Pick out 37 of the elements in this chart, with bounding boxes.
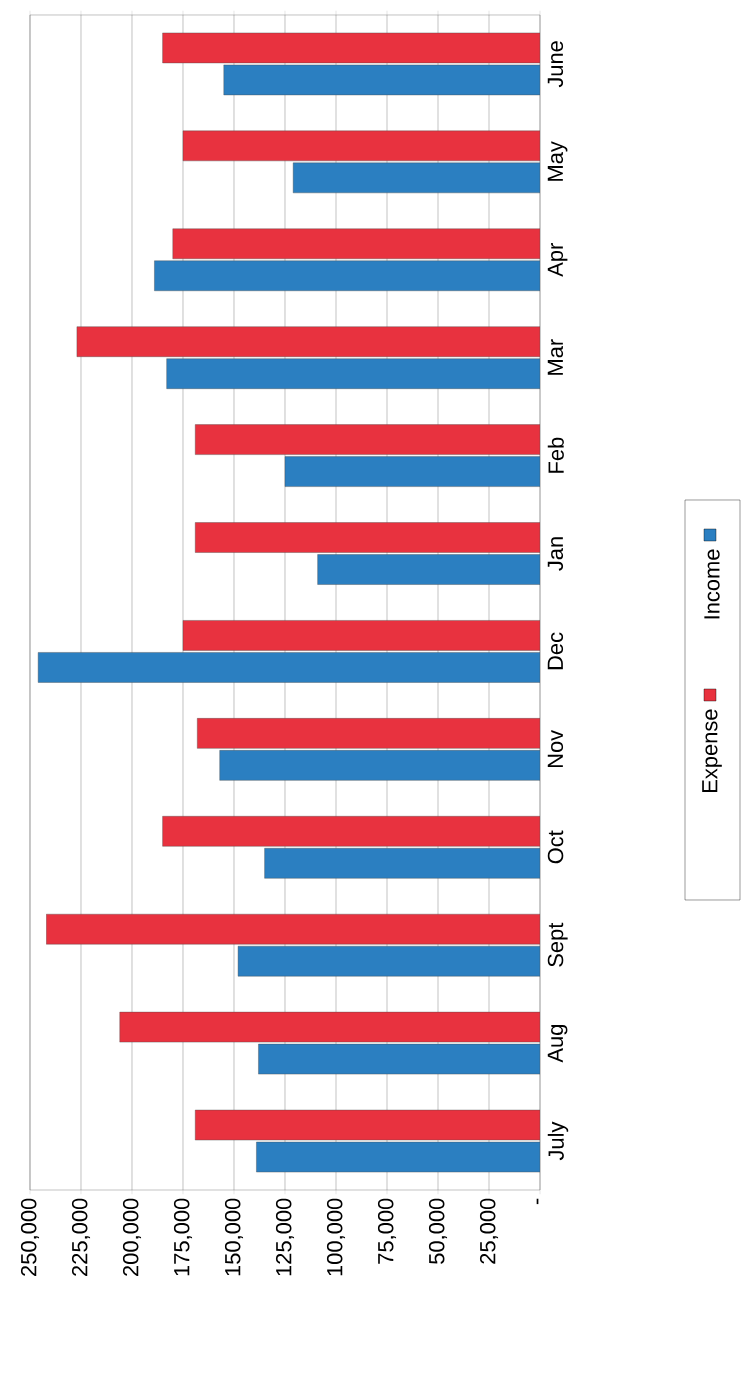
y-tick-label: Nov (547, 729, 564, 768)
bar (292, 162, 540, 194)
bar (237, 946, 540, 977)
bar (223, 64, 540, 96)
bar (37, 652, 540, 683)
x-tick-label: 175,000 (173, 1198, 193, 1276)
y-tick-label: Jan (547, 537, 564, 571)
bar (219, 750, 540, 781)
y-tick-label: July (547, 1121, 569, 1161)
x-tick-label: 200,000 (122, 1198, 142, 1276)
x-tick-label: 150,000 (224, 1198, 244, 1276)
bar (317, 554, 540, 585)
bar (256, 1141, 540, 1173)
y-tick-label: Mar (547, 339, 564, 375)
x-tick-label: 250,000 (20, 1198, 40, 1276)
x-tick-label: 50,000 (428, 1198, 448, 1264)
bar (284, 456, 540, 487)
bar (264, 848, 540, 879)
bar (258, 1043, 540, 1075)
legend-label: Expense (702, 709, 722, 793)
y-tick-label: Oct (547, 830, 564, 864)
bar (166, 358, 540, 389)
y-tick-label: Aug (547, 1025, 568, 1063)
x-tick-label: - (536, 1198, 539, 1205)
x-tick-label: 225,000 (71, 1198, 91, 1276)
y-tick-label: Feb (547, 437, 564, 473)
bar (154, 260, 540, 291)
y-tick-label: Sept (547, 922, 568, 967)
y-tick-label: June (547, 41, 564, 88)
x-tick-label: 125,000 (275, 1198, 295, 1276)
y-tick-label: May (547, 141, 568, 181)
x-tick-label: 25,000 (479, 1198, 499, 1264)
y-tick-label: Apr (547, 243, 568, 277)
x-tick-label: 75,000 (377, 1198, 397, 1264)
x-tick-label: 100,000 (326, 1198, 346, 1276)
y-tick-label: Dec (547, 632, 564, 670)
legend-label: Income (704, 549, 720, 619)
